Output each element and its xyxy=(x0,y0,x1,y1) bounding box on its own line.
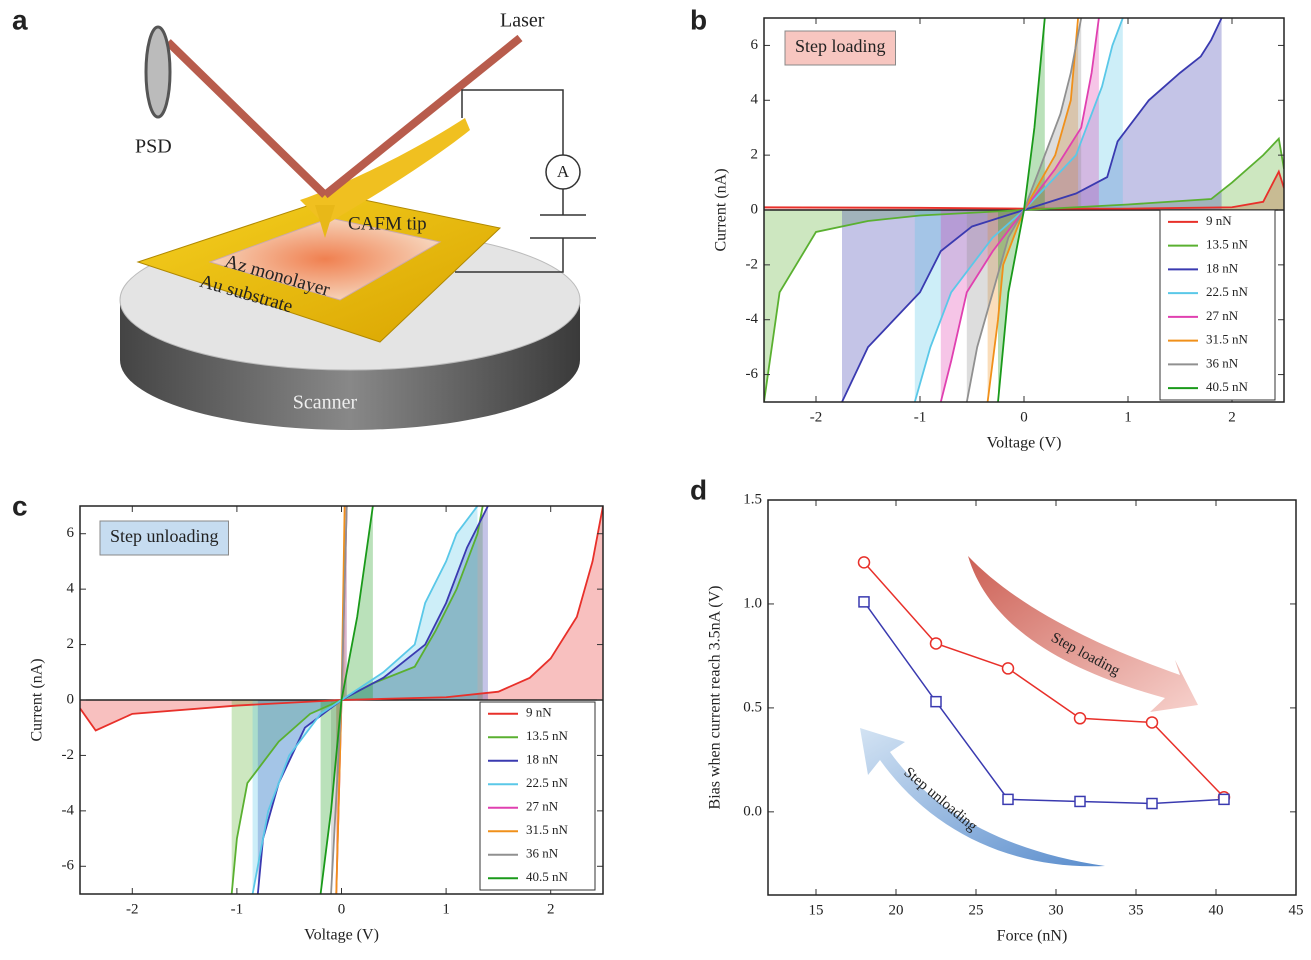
marker xyxy=(1075,796,1085,806)
panel-label: d xyxy=(690,474,707,505)
y-tick-label: -2 xyxy=(62,747,75,763)
scanner-label: Scanner xyxy=(293,392,358,414)
y-tick-label: -6 xyxy=(746,366,759,382)
legend-label: 9 nN xyxy=(526,705,552,720)
legend-label: 40.5 nN xyxy=(526,869,569,884)
marker xyxy=(859,597,869,607)
marker xyxy=(1147,717,1158,728)
y-tick-label: 0 xyxy=(751,201,759,217)
legend-label: 22.5 nN xyxy=(1206,284,1249,299)
y-tick-label: 0 xyxy=(67,691,75,707)
unloading-arrow xyxy=(860,728,1105,866)
marker xyxy=(1003,794,1013,804)
x-tick-label: 15 xyxy=(809,902,824,918)
legend-label: 18 nN xyxy=(1206,260,1239,275)
y-axis-label: Current (nA) xyxy=(713,168,730,251)
ammeter-label: A xyxy=(557,162,570,181)
loading-arrow xyxy=(968,556,1198,712)
x-tick-label: 1 xyxy=(442,901,450,917)
panel-label: b xyxy=(690,4,707,35)
y-tick-label: 6 xyxy=(67,525,75,541)
x-tick-label: -2 xyxy=(126,901,139,917)
x-tick-label: 0 xyxy=(338,901,346,917)
psd xyxy=(146,27,170,117)
legend-label: 27 nN xyxy=(1206,308,1239,323)
wire xyxy=(462,90,563,155)
arrow-label: Step unloading xyxy=(901,764,981,835)
legend-label: 40.5 nN xyxy=(1206,379,1249,394)
x-tick-label: -2 xyxy=(810,409,823,425)
y-tick-label: 2 xyxy=(751,147,759,163)
legend-label: 36 nN xyxy=(1206,355,1239,370)
y-axis-label: Current (nA) xyxy=(29,658,46,741)
laser-in xyxy=(168,42,325,195)
laser-label: Laser xyxy=(500,10,545,32)
marker xyxy=(1075,713,1086,724)
x-tick-label: 40 xyxy=(1209,902,1224,918)
y-tick-label: 4 xyxy=(751,92,759,108)
panel-label: c xyxy=(12,490,28,521)
tip-label: CAFM tip xyxy=(348,213,427,234)
marker xyxy=(1147,799,1157,809)
legend-label: 13.5 nN xyxy=(1206,237,1249,252)
marker xyxy=(931,638,942,649)
x-tick-label: 35 xyxy=(1129,902,1144,918)
marker xyxy=(859,557,870,568)
legend-label: 36 nN xyxy=(526,846,559,861)
plot-frame xyxy=(768,500,1296,895)
x-axis-label: Voltage (V) xyxy=(304,927,379,944)
marker xyxy=(1219,794,1229,804)
legend-label: 27 nN xyxy=(526,799,559,814)
marker xyxy=(931,697,941,707)
setup-diagram: a Laser PSD A CAFM tip Az monolayer Au s… xyxy=(12,4,596,430)
y-tick-label: 0.5 xyxy=(743,699,762,715)
y-tick-label: 1.5 xyxy=(743,491,762,507)
legend-label: 31.5 nN xyxy=(526,822,569,837)
x-tick-label: 2 xyxy=(1228,409,1236,425)
x-tick-label: -1 xyxy=(231,901,244,917)
x-tick-label: 25 xyxy=(969,902,984,918)
y-tick-label: -4 xyxy=(62,802,75,818)
x-tick-label: 45 xyxy=(1289,902,1304,918)
x-tick-label: 2 xyxy=(547,901,555,917)
y-tick-label: 4 xyxy=(67,581,75,597)
y-tick-label: 0.0 xyxy=(743,803,762,819)
figure: a Laser PSD A CAFM tip Az monolayer Au s… xyxy=(0,0,1311,955)
laser-out xyxy=(325,38,520,195)
x-axis-label: Force (nN) xyxy=(997,928,1068,945)
y-axis-label: Bias when current reach 3.5nA (V) xyxy=(707,586,724,810)
panel-label: a xyxy=(12,4,28,35)
y-tick-label: -6 xyxy=(62,858,75,874)
y-tick-label: 6 xyxy=(751,37,759,53)
y-tick-label: -4 xyxy=(746,311,759,327)
annotation: Step loading xyxy=(795,36,886,56)
x-tick-label: 1 xyxy=(1124,409,1132,425)
x-tick-label: 20 xyxy=(889,902,904,918)
y-tick-label: -2 xyxy=(746,256,759,272)
x-tick-label: -1 xyxy=(914,409,927,425)
legend-label: 31.5 nN xyxy=(1206,332,1249,347)
x-tick-label: 0 xyxy=(1020,409,1028,425)
legend-label: 22.5 nN xyxy=(526,775,569,790)
y-tick-label: 1.0 xyxy=(743,595,762,611)
x-tick-label: 30 xyxy=(1049,902,1064,918)
legend-label: 9 nN xyxy=(1206,213,1232,228)
psd-label: PSD xyxy=(135,136,172,158)
legend-label: 13.5 nN xyxy=(526,728,569,743)
marker xyxy=(1003,663,1014,674)
legend-label: 18 nN xyxy=(526,752,559,767)
annotation: Step unloading xyxy=(110,526,219,546)
y-tick-label: 2 xyxy=(67,636,75,652)
x-axis-label: Voltage (V) xyxy=(987,435,1062,452)
